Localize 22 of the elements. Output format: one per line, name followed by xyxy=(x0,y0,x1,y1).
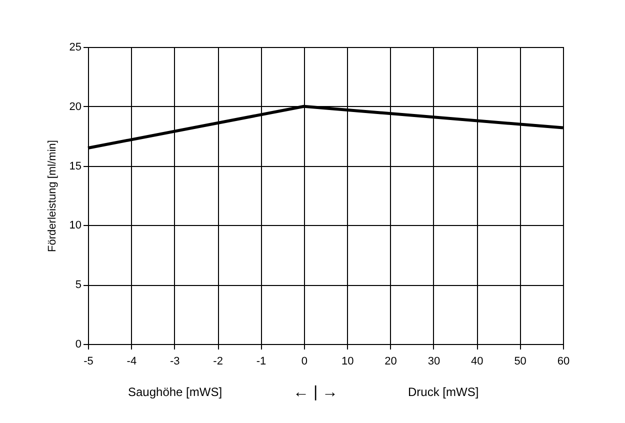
x-tick-label: 60 xyxy=(557,356,570,368)
y-tick-label: 15 xyxy=(69,160,82,172)
x-tick-label: 50 xyxy=(514,356,526,368)
y-tick-label: 25 xyxy=(69,42,82,54)
x-tick-label: 0 xyxy=(301,356,308,368)
x-tick-label: -3 xyxy=(170,356,180,368)
text: ← | → xyxy=(293,384,338,401)
x-tick-label: -4 xyxy=(126,356,137,368)
y-tick-label: 5 xyxy=(75,279,82,292)
x-tick-label: -5 xyxy=(84,356,94,368)
x-tick-label: 40 xyxy=(471,356,484,368)
x-tick-label: -2 xyxy=(213,356,223,368)
x-tick-label: -1 xyxy=(256,356,266,368)
x-tick-label: 20 xyxy=(384,356,397,368)
y-axis-title: Förderleistung [ml/min] xyxy=(46,140,58,252)
text: Druck [mWS] xyxy=(408,385,479,399)
x-tick-label: 10 xyxy=(341,356,354,368)
x-tick-label: 30 xyxy=(428,356,440,368)
y-tick-label: 20 xyxy=(69,100,82,113)
y-tick-label: 0 xyxy=(75,338,82,350)
y-tick-label: 10 xyxy=(69,220,82,232)
text: Saughöhe [mWS] xyxy=(128,385,222,399)
